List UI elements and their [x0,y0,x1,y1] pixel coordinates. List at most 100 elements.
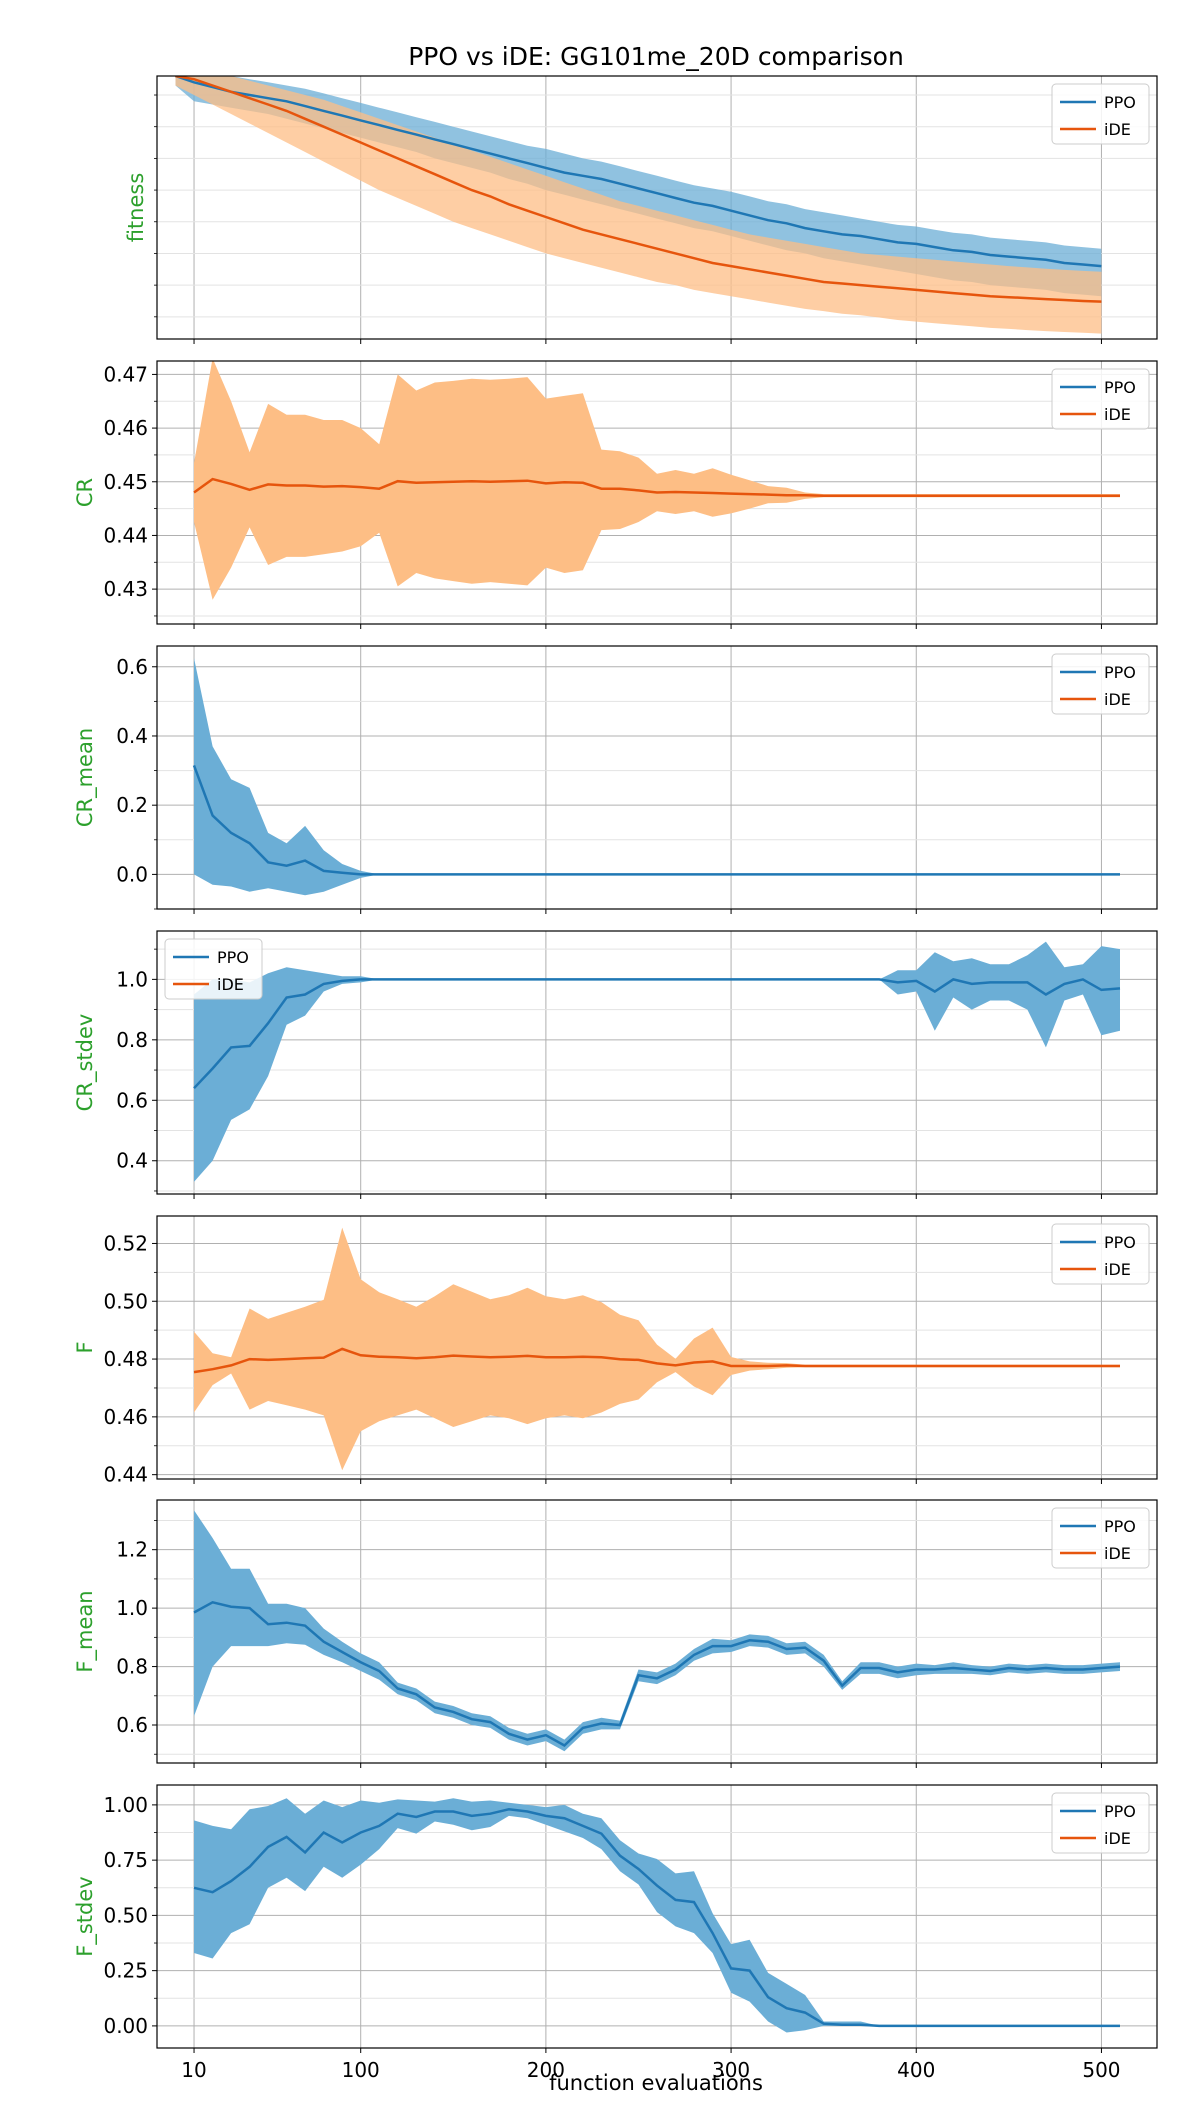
legend: PPO iDE [1051,1792,1150,1854]
axes-frame [156,1784,1158,2049]
y-tick-label: 0.6 [116,1088,148,1112]
y-tick-label: 0.50 [103,1289,148,1313]
band-ppo [194,941,1120,1182]
x-tick-label: 300 [712,2058,750,2082]
legend-label-ide: iDE [1104,405,1131,424]
plot-area [193,1227,1120,1471]
y-tick-label: 0.47 [103,362,148,386]
y-axis-label: CR_mean [73,728,98,827]
x-tick-label: 500 [1082,2058,1120,2082]
y-tick-label: 1.0 [116,967,148,991]
series-line-ide [193,477,1120,497]
series-line-ppo [193,1808,1120,2028]
subplot-f-stdev: 0.00 0.25 0.50 0.75 1.00 F_stdev PPO iDE [73,1784,1158,2053]
y-tick-label: 0.8 [116,1655,148,1679]
axes-frame [156,1215,1158,1480]
legend-label-ide: iDE [217,975,244,994]
x-tick-label: 100 [342,2058,380,2082]
legend: PPO iDE [1051,83,1150,145]
subplot-cr-mean: 0.0 0.2 0.4 0.6 CR_mean PPO iDE [73,645,1158,914]
y-tick-label: 1.2 [116,1538,148,1562]
axes-frame [156,1499,1158,1764]
plot-area [193,1798,1120,2033]
legend-label-ide: iDE [1104,120,1131,139]
y-axis-label: CR_stdev [73,1014,98,1112]
subplot-cr: 0.43 0.44 0.45 0.46 0.47 CR PPO iDE [73,360,1158,629]
y-axis-label: fitness [124,173,148,243]
subplot-cr-stdev: 0.4 0.6 0.8 1.0 CR_stdev PPO iDE [73,930,1158,1199]
y-axis-label: CR [73,478,97,507]
y-tick-label: 0.4 [116,1149,148,1173]
legend: PPO iDE [1051,368,1150,430]
y-tick-label: 1.00 [103,1793,148,1817]
plot-area [175,76,1102,334]
legend: PPO iDE [1051,1223,1150,1285]
series-line-ppo [193,978,1121,1090]
y-tick-label: 0.2 [116,793,148,817]
y-tick-label: 0.45 [103,470,148,494]
y-tick-label: 0.4 [116,724,148,748]
subplot-f: 0.44 0.46 0.48 0.50 0.52 F PPO iDE [73,1215,1158,1487]
legend-label-ide: iDE [1104,690,1131,709]
y-tick-label: 0.44 [103,523,148,547]
y-tick-label: 0.46 [103,416,148,440]
series-line-ppo [193,1600,1121,1748]
plot-area [193,361,1120,600]
y-tick-label: 0.75 [103,1848,148,1872]
y-tick-label: 0.52 [103,1231,148,1255]
x-tick-label: 200 [527,2058,565,2082]
band-ppo [194,1798,1120,2033]
x-tick-label: 400 [897,2058,935,2082]
y-tick-label: 0.44 [103,1463,148,1487]
legend-label-ide: iDE [1104,1260,1131,1279]
y-tick-label: 0.46 [103,1405,148,1429]
y-axis-label: F_mean [73,1590,98,1672]
legend: PPO iDE [1051,653,1150,715]
y-tick-label: 0.8 [116,1028,148,1052]
series-line-ide [175,76,1102,303]
y-tick-label: 0.6 [116,1713,148,1737]
axes-frame [156,360,1158,625]
y-axis-label: F [73,1341,97,1353]
legend-label-ppo: PPO [1104,378,1136,397]
x-tick-label: 10 [181,2058,206,2082]
band-ide [194,1227,1120,1471]
axes-frame [156,75,1158,340]
series-line-ppo [175,76,1102,268]
series-line-ppo [192,764,1120,876]
y-tick-label: 0.6 [116,655,148,679]
legend-label-ppo: PPO [1104,663,1136,682]
legend-label-ide: iDE [1104,1829,1131,1848]
y-tick-label: 0.0 [116,862,148,886]
legend: PPO iDE [1051,1507,1150,1569]
y-tick-label: 0.48 [103,1347,148,1371]
legend-label-ppo: PPO [1104,1517,1136,1536]
subplot-fitness: fitness PPO iDE [124,75,1158,344]
x-axis-label: function evaluations [549,2071,763,2095]
band-ppo [194,658,1120,896]
plot-area [193,1510,1121,1752]
y-tick-label: 0.43 [103,577,148,601]
legend-label-ppo: PPO [1104,1802,1136,1821]
subplot-f-mean: 0.6 0.8 1.0 1.2 F_mean PPO iDE [73,1499,1158,1768]
band-ide [194,361,1120,600]
band-ide [175,76,1102,334]
y-tick-label: 0.25 [103,1959,148,1983]
legend-label-ppo: PPO [217,948,249,967]
y-axis-label: F_stdev [73,1876,98,1956]
plot-area [193,941,1121,1182]
chart-title: PPO vs iDE: GG101me_20D comparison [408,42,904,71]
y-tick-label: 1.0 [116,1596,148,1620]
axes-frame [156,930,1158,1195]
legend: PPO iDE [164,938,263,1000]
y-tick-label: 0.50 [103,1903,148,1927]
legend-label-ppo: PPO [1104,93,1136,112]
y-tick-label: 0.00 [103,2014,148,2038]
legend-label-ppo: PPO [1104,1233,1136,1252]
series-line-ide [193,1347,1120,1374]
plot-area [192,658,1120,896]
axes-frame [156,645,1158,910]
legend-label-ide: iDE [1104,1544,1131,1563]
